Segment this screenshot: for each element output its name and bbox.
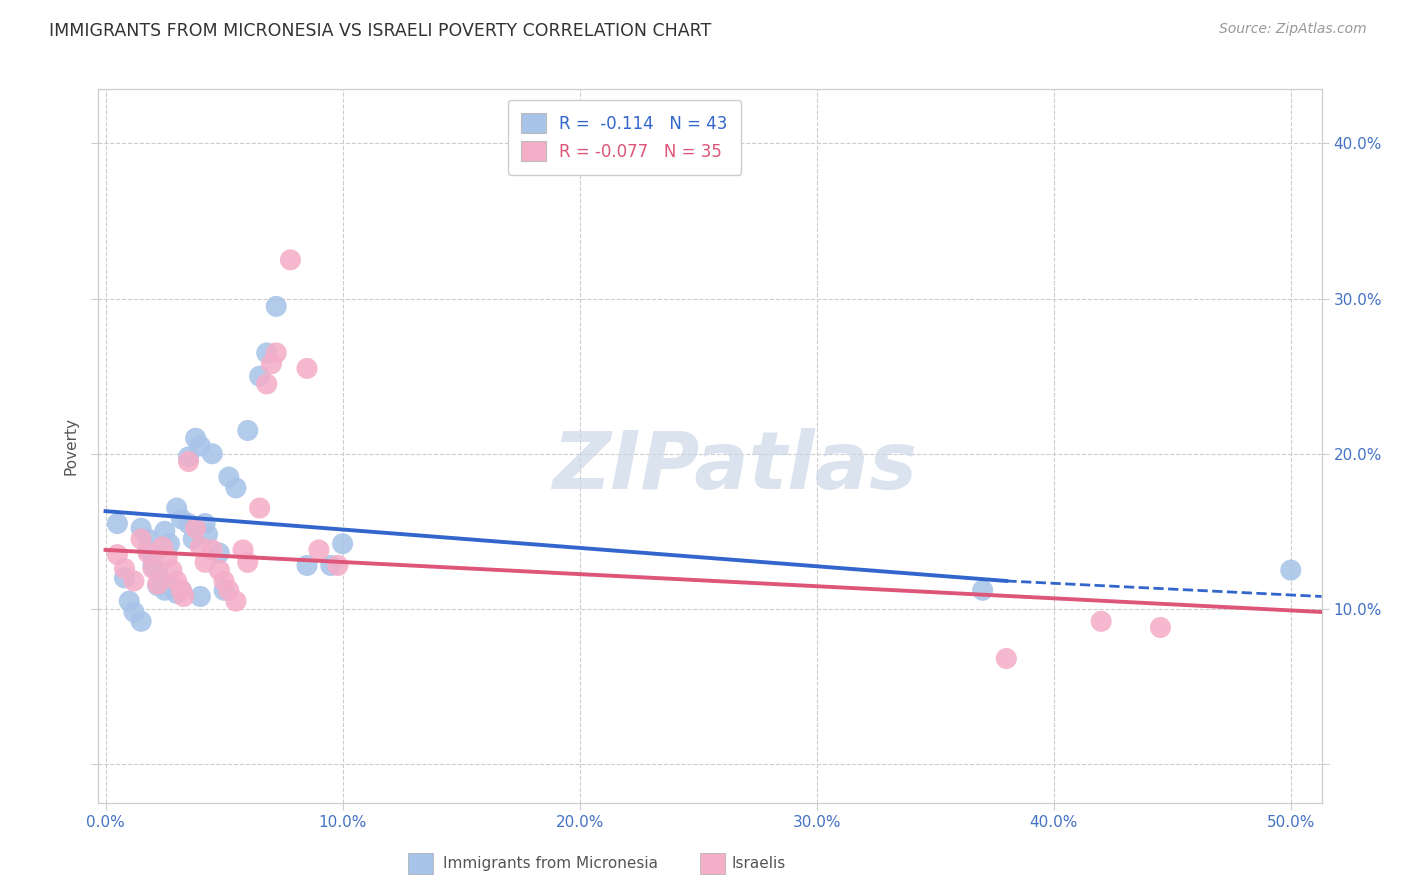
FancyBboxPatch shape	[700, 853, 725, 874]
Point	[152, 575, 174, 590]
Point	[218, 583, 240, 598]
Point	[166, 586, 188, 600]
Point	[188, 540, 212, 554]
Point	[995, 651, 1018, 665]
Point	[156, 550, 179, 565]
Point	[319, 558, 342, 573]
Point	[972, 583, 994, 598]
Point	[280, 252, 302, 267]
Text: ZIPatlas: ZIPatlas	[553, 428, 917, 507]
Point	[295, 558, 318, 573]
Point	[153, 583, 176, 598]
Point	[166, 574, 188, 588]
Point	[160, 579, 183, 593]
Point	[153, 524, 176, 539]
Point	[159, 537, 181, 551]
Point	[1149, 620, 1171, 634]
Legend: R =  -0.114   N = 43, R = -0.077   N = 35: R = -0.114 N = 43, R = -0.077 N = 35	[508, 100, 741, 175]
Point	[232, 543, 254, 558]
Text: Immigrants from Micronesia: Immigrants from Micronesia	[443, 856, 658, 871]
Point	[1090, 615, 1112, 629]
Point	[136, 543, 159, 558]
Point	[225, 481, 247, 495]
Point	[212, 574, 235, 588]
Point	[201, 447, 224, 461]
Point	[184, 521, 207, 535]
Point	[208, 563, 231, 577]
Point	[105, 516, 128, 531]
Text: IMMIGRANTS FROM MICRONESIA VS ISRAELI POVERTY CORRELATION CHART: IMMIGRANTS FROM MICRONESIA VS ISRAELI PO…	[49, 22, 711, 40]
Point	[129, 532, 152, 546]
Text: Israelis: Israelis	[731, 856, 786, 871]
Point	[142, 561, 165, 575]
Point	[197, 527, 219, 541]
Point	[129, 615, 152, 629]
Point	[136, 532, 159, 546]
Point	[173, 590, 195, 604]
Point	[1279, 563, 1302, 577]
Point	[146, 563, 169, 577]
Point	[146, 579, 169, 593]
Point	[166, 501, 188, 516]
Point	[249, 369, 271, 384]
Point	[118, 594, 141, 608]
Point	[177, 454, 200, 468]
Point	[105, 548, 128, 562]
Point	[170, 512, 193, 526]
Y-axis label: Poverty: Poverty	[63, 417, 79, 475]
Point	[146, 577, 169, 591]
Point	[129, 521, 152, 535]
Point	[188, 590, 212, 604]
Point	[152, 540, 174, 554]
Point	[256, 346, 278, 360]
Point	[142, 548, 165, 562]
Point	[295, 361, 318, 376]
Point	[201, 543, 224, 558]
Point	[136, 546, 159, 560]
Point	[260, 357, 283, 371]
Point	[236, 424, 259, 438]
Point	[264, 299, 287, 313]
Point	[208, 546, 231, 560]
Point	[308, 543, 330, 558]
Point	[194, 516, 217, 531]
Point	[122, 605, 145, 619]
Point	[264, 346, 287, 360]
Point	[114, 561, 136, 575]
Text: Source: ZipAtlas.com: Source: ZipAtlas.com	[1219, 22, 1367, 37]
Point	[160, 563, 183, 577]
Point	[177, 516, 200, 531]
FancyBboxPatch shape	[408, 853, 433, 874]
Point	[256, 376, 278, 391]
Point	[170, 583, 193, 598]
Point	[225, 594, 247, 608]
Point	[177, 450, 200, 464]
Point	[188, 439, 212, 453]
Point	[326, 558, 349, 573]
Point	[236, 555, 259, 569]
Point	[184, 431, 207, 445]
Point	[212, 583, 235, 598]
Point	[332, 537, 354, 551]
Point	[194, 555, 217, 569]
Point	[170, 583, 193, 598]
Point	[142, 558, 165, 573]
Point	[114, 571, 136, 585]
Point	[181, 532, 204, 546]
Point	[249, 501, 271, 516]
Point	[122, 574, 145, 588]
Point	[218, 470, 240, 484]
